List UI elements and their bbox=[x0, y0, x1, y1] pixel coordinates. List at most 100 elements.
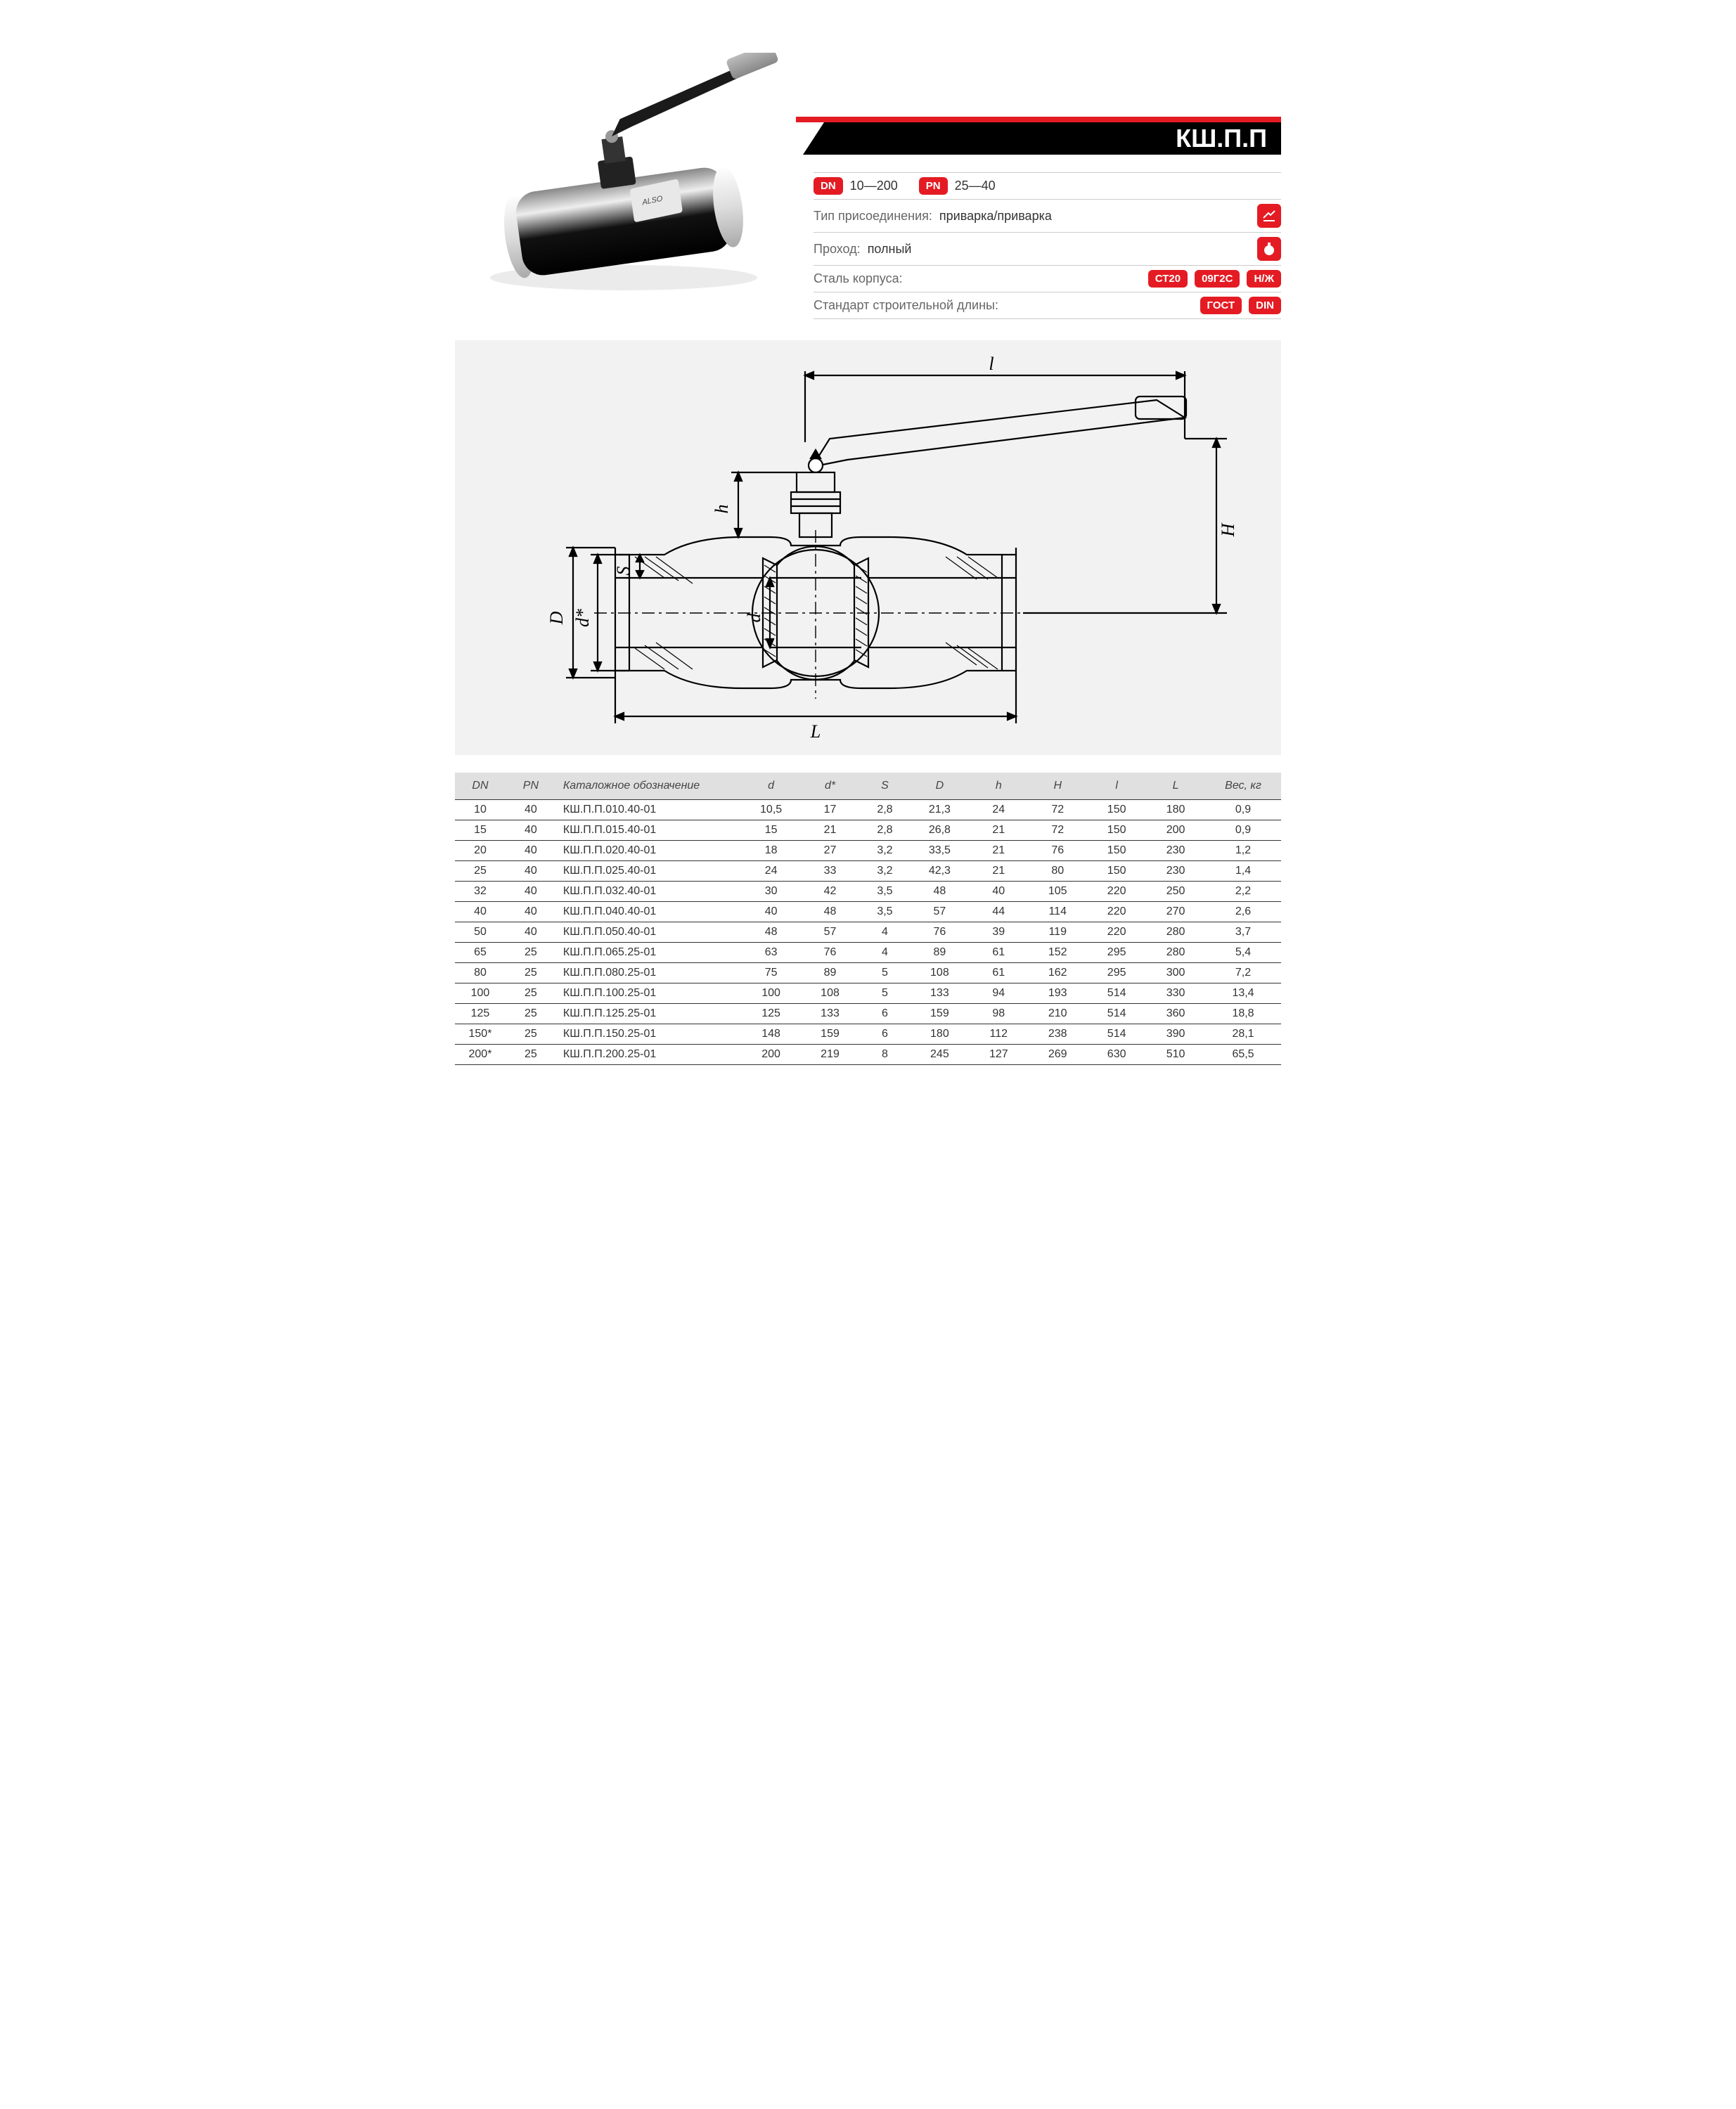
table-cell: 220 bbox=[1087, 902, 1146, 922]
col-header: D bbox=[910, 773, 969, 800]
table-cell: 40 bbox=[455, 902, 506, 922]
table-row: 200*25КШ.П.П.200.25-01200219824512726963… bbox=[455, 1045, 1281, 1065]
table-cell: КШ.П.П.100.25-01 bbox=[556, 983, 742, 1004]
table-cell: 150 bbox=[1087, 861, 1146, 882]
table-cell: 27 bbox=[801, 841, 860, 861]
table-cell: 295 bbox=[1087, 943, 1146, 963]
table-cell: 514 bbox=[1087, 983, 1146, 1004]
spec-table: DNPNКаталожное обозначениеdd*SDhHlLВес, … bbox=[455, 773, 1281, 1065]
table-cell: 40 bbox=[969, 882, 1028, 902]
table-cell: 180 bbox=[1146, 800, 1205, 820]
table-cell: 65 bbox=[455, 943, 506, 963]
table-cell: 25 bbox=[506, 963, 556, 983]
svg-text:L: L bbox=[809, 721, 820, 741]
table-cell: 65,5 bbox=[1205, 1045, 1281, 1065]
table-cell: 24 bbox=[969, 800, 1028, 820]
table-cell: 100 bbox=[742, 983, 801, 1004]
table-cell: 1,2 bbox=[1205, 841, 1281, 861]
table-cell: 33,5 bbox=[910, 841, 969, 861]
table-cell: 295 bbox=[1087, 963, 1146, 983]
table-cell: 108 bbox=[801, 983, 860, 1004]
table-cell: 80 bbox=[455, 963, 506, 983]
table-row: 1540КШ.П.П.015.40-0115212,826,8217215020… bbox=[455, 820, 1281, 841]
col-header: L bbox=[1146, 773, 1205, 800]
table-cell: 150 bbox=[1087, 800, 1146, 820]
table-cell: 219 bbox=[801, 1045, 860, 1065]
table-cell: КШ.П.П.065.25-01 bbox=[556, 943, 742, 963]
table-cell: 40 bbox=[506, 861, 556, 882]
table-cell: 245 bbox=[910, 1045, 969, 1065]
table-cell: КШ.П.П.125.25-01 bbox=[556, 1004, 742, 1024]
table-cell: 510 bbox=[1146, 1045, 1205, 1065]
table-cell: 28,1 bbox=[1205, 1024, 1281, 1045]
dn-value: 10—200 bbox=[850, 179, 898, 193]
title-red-stripe bbox=[796, 117, 1281, 122]
table-row: 6525КШ.П.П.065.25-016376489611522952805,… bbox=[455, 943, 1281, 963]
table-cell: 15 bbox=[742, 820, 801, 841]
svg-text:l: l bbox=[989, 354, 994, 374]
table-cell: КШ.П.П.080.25-01 bbox=[556, 963, 742, 983]
specs-panel: DN 10—200 PN 25—40 Тип присоединения: пр… bbox=[814, 172, 1281, 319]
table-cell: 270 bbox=[1146, 902, 1205, 922]
bore-value: полный bbox=[868, 242, 912, 257]
table-cell: 25 bbox=[506, 943, 556, 963]
table-cell: КШ.П.П.150.25-01 bbox=[556, 1024, 742, 1045]
table-cell: 5 bbox=[859, 963, 910, 983]
table-cell: КШ.П.П.032.40-01 bbox=[556, 882, 742, 902]
weld-icon bbox=[1257, 204, 1281, 228]
table-body: 1040КШ.П.П.010.40-0110,5172,821,32472150… bbox=[455, 800, 1281, 1065]
table-cell: 0,9 bbox=[1205, 800, 1281, 820]
pn-value: 25—40 bbox=[955, 179, 996, 193]
std-badge-gost: ГОСТ bbox=[1200, 297, 1242, 314]
table-row: 2540КШ.П.П.025.40-0124333,242,3218015023… bbox=[455, 861, 1281, 882]
table-cell: 33 bbox=[801, 861, 860, 882]
table-cell: 250 bbox=[1146, 882, 1205, 902]
svg-text:d: d bbox=[744, 613, 764, 623]
table-row: 1040КШ.П.П.010.40-0110,5172,821,32472150… bbox=[455, 800, 1281, 820]
table-row: 8025КШ.П.П.080.25-0175895108611622953007… bbox=[455, 963, 1281, 983]
table-cell: 220 bbox=[1087, 922, 1146, 943]
table-cell: 514 bbox=[1087, 1004, 1146, 1024]
product-render: ALSO bbox=[455, 25, 799, 221]
table-cell: 7,2 bbox=[1205, 963, 1281, 983]
table-cell: 150* bbox=[455, 1024, 506, 1045]
svg-text:S: S bbox=[613, 567, 634, 576]
bore-label: Проход: bbox=[814, 242, 861, 257]
table-cell: 76 bbox=[801, 943, 860, 963]
col-header: Вес, кг bbox=[1205, 773, 1281, 800]
table-cell: 40 bbox=[506, 902, 556, 922]
table-cell: 42,3 bbox=[910, 861, 969, 882]
table-cell: 300 bbox=[1146, 963, 1205, 983]
col-header: l bbox=[1087, 773, 1146, 800]
table-cell: 40 bbox=[506, 922, 556, 943]
table-cell: 200 bbox=[1146, 820, 1205, 841]
table-cell: КШ.П.П.025.40-01 bbox=[556, 861, 742, 882]
table-cell: 80 bbox=[1028, 861, 1087, 882]
table-cell: 21 bbox=[969, 820, 1028, 841]
model-title: КШ.П.П bbox=[824, 122, 1281, 155]
table-cell: 2,2 bbox=[1205, 882, 1281, 902]
spec-row-connection: Тип присоединения: приварка/приварка bbox=[814, 200, 1281, 233]
table-row: 3240КШ.П.П.032.40-0130423,54840105220250… bbox=[455, 882, 1281, 902]
table-cell: 40 bbox=[506, 882, 556, 902]
table-cell: 48 bbox=[910, 882, 969, 902]
table-cell: 15 bbox=[455, 820, 506, 841]
table-cell: 125 bbox=[742, 1004, 801, 1024]
table-cell: 238 bbox=[1028, 1024, 1087, 1045]
table-cell: 76 bbox=[1028, 841, 1087, 861]
table-cell: 3,5 bbox=[859, 882, 910, 902]
table-cell: 3,7 bbox=[1205, 922, 1281, 943]
table-cell: 26,8 bbox=[910, 820, 969, 841]
full-bore-icon bbox=[1257, 237, 1281, 261]
table-header: DNPNКаталожное обозначениеdd*SDhHlLВес, … bbox=[455, 773, 1281, 800]
table-cell: 2,8 bbox=[859, 800, 910, 820]
table-cell: КШ.П.П.200.25-01 bbox=[556, 1045, 742, 1065]
col-header: S bbox=[859, 773, 910, 800]
table-cell: 89 bbox=[801, 963, 860, 983]
svg-text:H: H bbox=[1218, 522, 1238, 537]
table-cell: 21,3 bbox=[910, 800, 969, 820]
valve-drawing: l h bbox=[482, 354, 1255, 741]
table-cell: 105 bbox=[1028, 882, 1087, 902]
spec-row-dn-pn: DN 10—200 PN 25—40 bbox=[814, 172, 1281, 200]
table-cell: 193 bbox=[1028, 983, 1087, 1004]
